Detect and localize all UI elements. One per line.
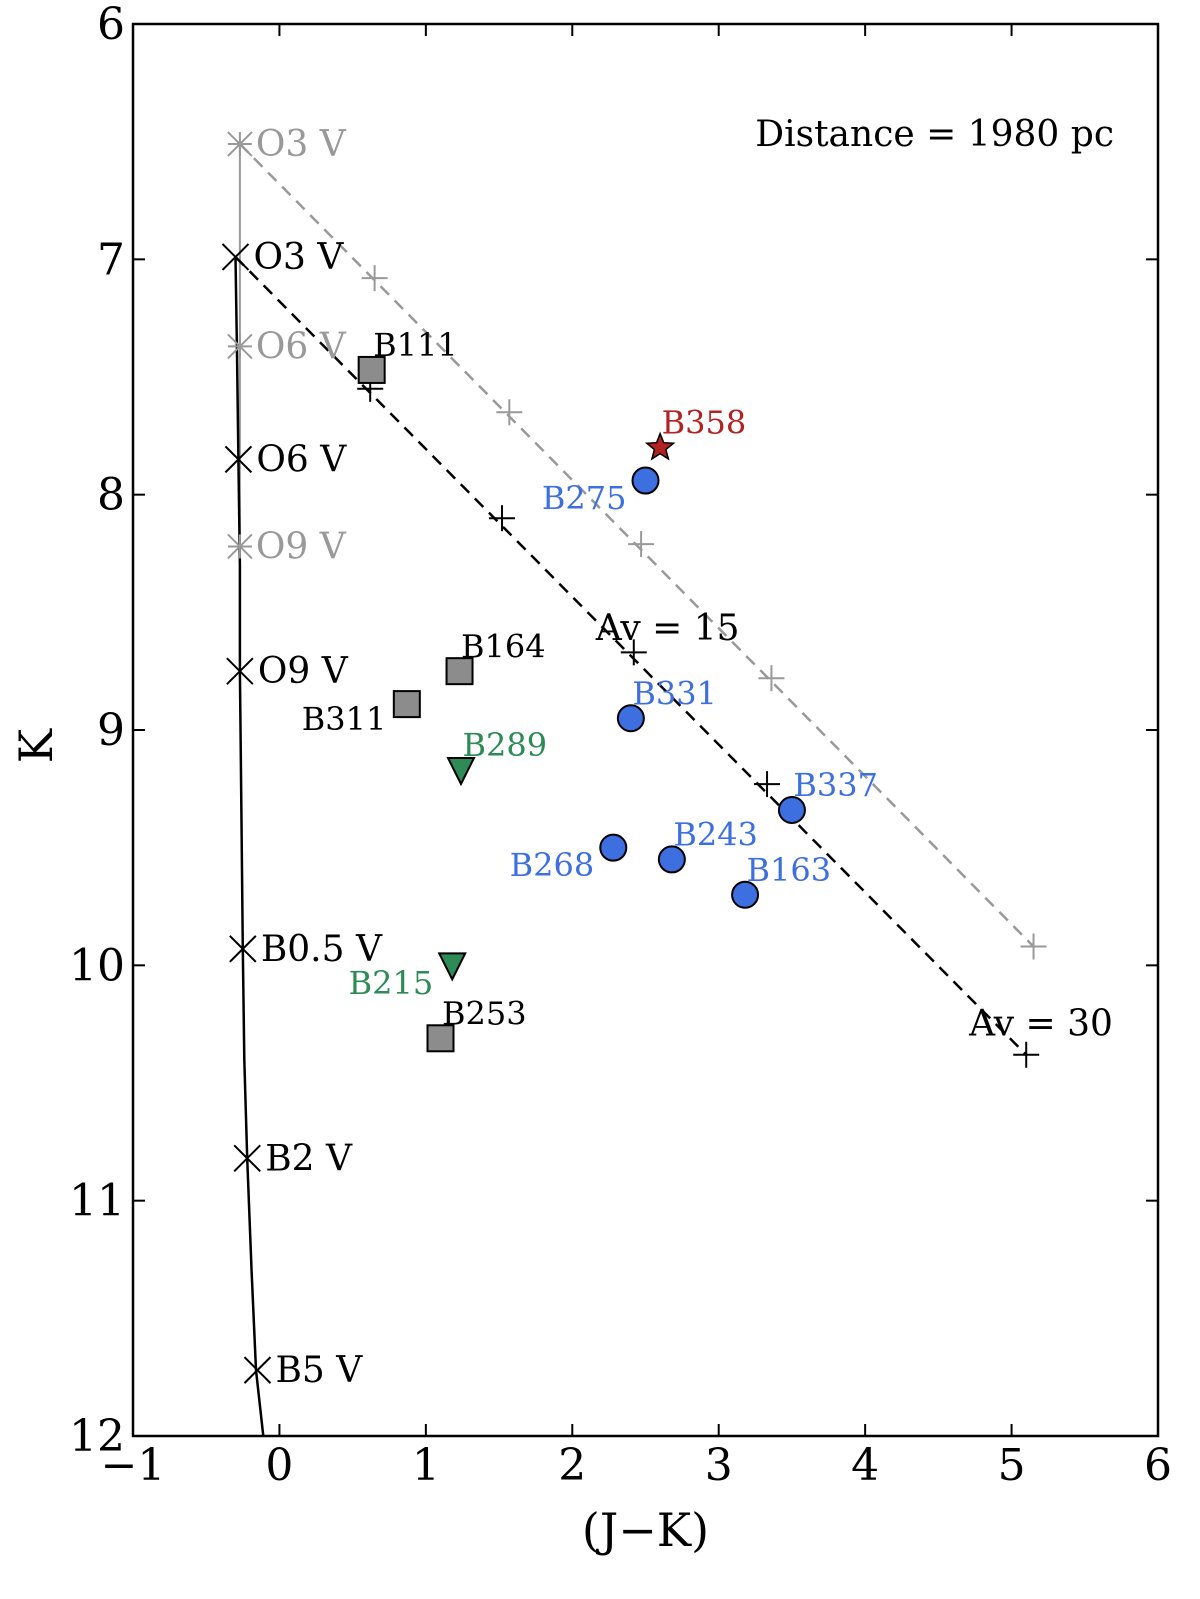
plot-frame <box>131 22 1160 1438</box>
marker-layer <box>221 131 1047 1384</box>
y-tick-label: 11 <box>69 1176 125 1227</box>
gray-sequence-label: O3 V <box>256 124 347 165</box>
main-sequence-label: B5 V <box>275 1350 363 1391</box>
y-tick-label: 10 <box>69 940 125 991</box>
x-tick-label: 4 <box>851 1440 879 1491</box>
source-label: B215 <box>349 964 434 1002</box>
source-marker-square <box>392 690 421 719</box>
source-marker-circle <box>731 880 760 909</box>
y-tick-label: 9 <box>97 705 125 756</box>
main-sequence-marker <box>226 657 254 685</box>
source-label: B289 <box>462 726 547 764</box>
source-label: B164 <box>461 627 546 665</box>
main-sequence-label: O3 V <box>254 237 345 278</box>
y-tick-label: 7 <box>97 234 125 285</box>
source-marker-triangle <box>437 952 467 982</box>
x-tick-label: 6 <box>1144 1440 1172 1491</box>
main-sequence-marker <box>243 1356 272 1384</box>
x-tick-label: 1 <box>412 1440 440 1491</box>
reddening-label: Av = 30 <box>968 1003 1113 1044</box>
x-tick-label: 0 <box>265 1440 293 1491</box>
label-layer: Av = 15 Av = 30 O3 V O6 V O9 V O3 V O6 V O9 V B0… <box>254 124 1113 1391</box>
y-axis-label: K <box>9 727 63 763</box>
y-tick-label: 12 <box>69 1411 125 1462</box>
source-label: B358 <box>662 404 747 442</box>
x-tick-label: −1 <box>101 1440 166 1491</box>
source-label: B311 <box>302 700 387 738</box>
source-label: B243 <box>673 816 758 854</box>
main-sequence-marker <box>224 445 253 474</box>
source-marker-circle <box>777 796 806 825</box>
source-marker-circle <box>616 704 645 733</box>
source-marker-circle <box>657 845 686 874</box>
main-sequence-label: O9 V <box>258 651 349 692</box>
main-sequence-marker <box>233 1144 261 1173</box>
main-sequence-marker <box>221 243 250 271</box>
source-label: B331 <box>632 674 717 712</box>
source-marker-circle <box>631 466 660 495</box>
x-tick-label: 3 <box>705 1440 733 1491</box>
line-layer <box>234 143 1035 1437</box>
main-sequence-marker <box>229 935 257 963</box>
source-marker-star <box>644 431 676 461</box>
reddening-label: Av = 15 <box>595 608 740 649</box>
source-label: B337 <box>793 766 878 804</box>
reddening-vector <box>234 256 1028 1056</box>
source-label: B275 <box>542 479 627 517</box>
main-sequence-label: B2 V <box>265 1138 353 1179</box>
source-label: B253 <box>442 994 527 1032</box>
source-marker-square <box>445 657 474 686</box>
reddening-vector <box>239 143 1035 948</box>
main-sequence-label: B0.5 V <box>261 929 383 970</box>
y-tick-label: 8 <box>97 470 125 521</box>
main-sequence-label: O6 V <box>256 439 347 480</box>
source-label: B111 <box>373 326 458 364</box>
y-tick-label: 6 <box>97 0 125 50</box>
source-marker-circle <box>599 833 628 862</box>
x-tick-label: 2 <box>558 1440 586 1491</box>
distance-annotation: Distance = 1980 pc <box>755 114 1114 155</box>
x-tick-label: 5 <box>998 1440 1026 1491</box>
source-marker-square <box>426 1024 455 1053</box>
main-sequence-curve <box>234 256 265 1437</box>
x-axis-label: (J−K) <box>582 1503 709 1557</box>
source-marker-square <box>357 355 386 384</box>
source-marker-triangle <box>446 757 476 787</box>
source-label: B163 <box>747 851 832 889</box>
gray-sequence-label: O6 V <box>256 326 347 367</box>
source-label: B268 <box>510 846 595 884</box>
gray-sequence-label: O9 V <box>256 526 347 567</box>
